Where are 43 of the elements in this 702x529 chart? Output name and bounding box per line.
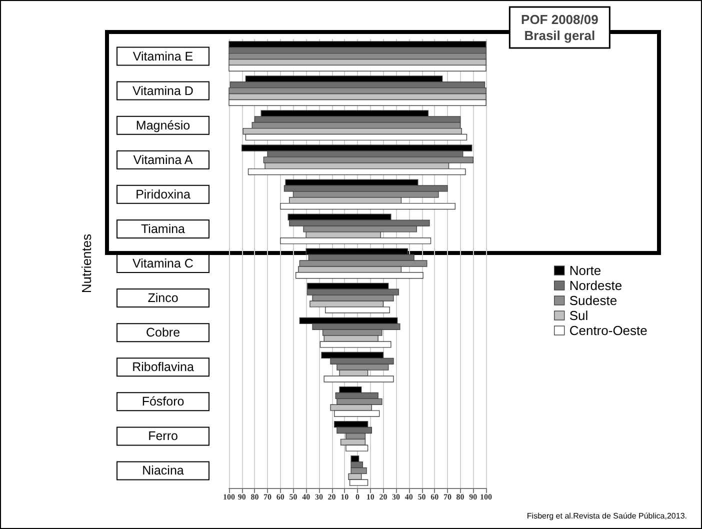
y-tick-label: Tiamina bbox=[141, 222, 186, 236]
x-tick-label: 100 bbox=[223, 492, 235, 502]
x-tick-label: 60 bbox=[276, 492, 284, 502]
y-tick-label: Vitamina E bbox=[132, 49, 194, 64]
x-tick-label: 40 bbox=[404, 492, 413, 502]
x-tick-label: 90 bbox=[238, 492, 246, 502]
text: POF 2008/09 bbox=[521, 12, 598, 27]
x-tick-label: 30 bbox=[392, 492, 400, 502]
x-tick-label: 20 bbox=[328, 492, 336, 502]
y-tick-label: Piridoxina bbox=[136, 187, 190, 202]
y-tick-label: Magnésio bbox=[136, 118, 190, 132]
legend-label: Sul bbox=[569, 308, 588, 323]
x-tick-label: 20 bbox=[379, 492, 388, 502]
x-tick-label: 50 bbox=[289, 492, 298, 502]
x-tick-label: 10 bbox=[340, 492, 349, 502]
y-tick-label: Cobre bbox=[146, 326, 180, 340]
legend-label: Nordeste bbox=[569, 278, 622, 293]
legend-label: Norte bbox=[569, 263, 602, 278]
x-tick-label: 90 bbox=[469, 492, 478, 502]
y-tick-label: Zinco bbox=[148, 291, 178, 306]
x-tick-label: 70 bbox=[443, 492, 452, 502]
x-tick-label: 10 bbox=[366, 492, 374, 502]
x-tick-label: 80 bbox=[250, 492, 259, 502]
legend-label: Sudeste bbox=[569, 293, 618, 308]
x-tick-label: 100 bbox=[480, 492, 492, 502]
text: Fisberg et al.Revista de Saúde Pública,2013. bbox=[526, 512, 688, 520]
y-tick-label: Vitamina D bbox=[132, 84, 194, 98]
x-tick-label: 30 bbox=[314, 492, 323, 502]
x-tick-label: 60 bbox=[430, 492, 439, 502]
x-tick-label: 0 bbox=[356, 492, 360, 502]
x-tick-label: 50 bbox=[418, 492, 426, 502]
y-tick-label: Ferro bbox=[148, 429, 178, 444]
x-tick-label: 70 bbox=[264, 492, 272, 502]
y-tick-label: Vitamina A bbox=[133, 152, 194, 167]
y-tick-label: Riboflavina bbox=[132, 360, 194, 374]
y-tick-label: Niacina bbox=[142, 464, 184, 478]
y-axis-title: Nutrientes bbox=[79, 233, 94, 294]
x-tick-label: 40 bbox=[302, 492, 310, 502]
x-tick-label: 80 bbox=[456, 492, 464, 502]
legend-label: Centro-Oeste bbox=[569, 323, 648, 338]
text: Brasil geral bbox=[524, 28, 596, 43]
y-tick-label: Vitamina C bbox=[132, 256, 194, 270]
y-tick-label: Fósforo bbox=[142, 394, 184, 409]
